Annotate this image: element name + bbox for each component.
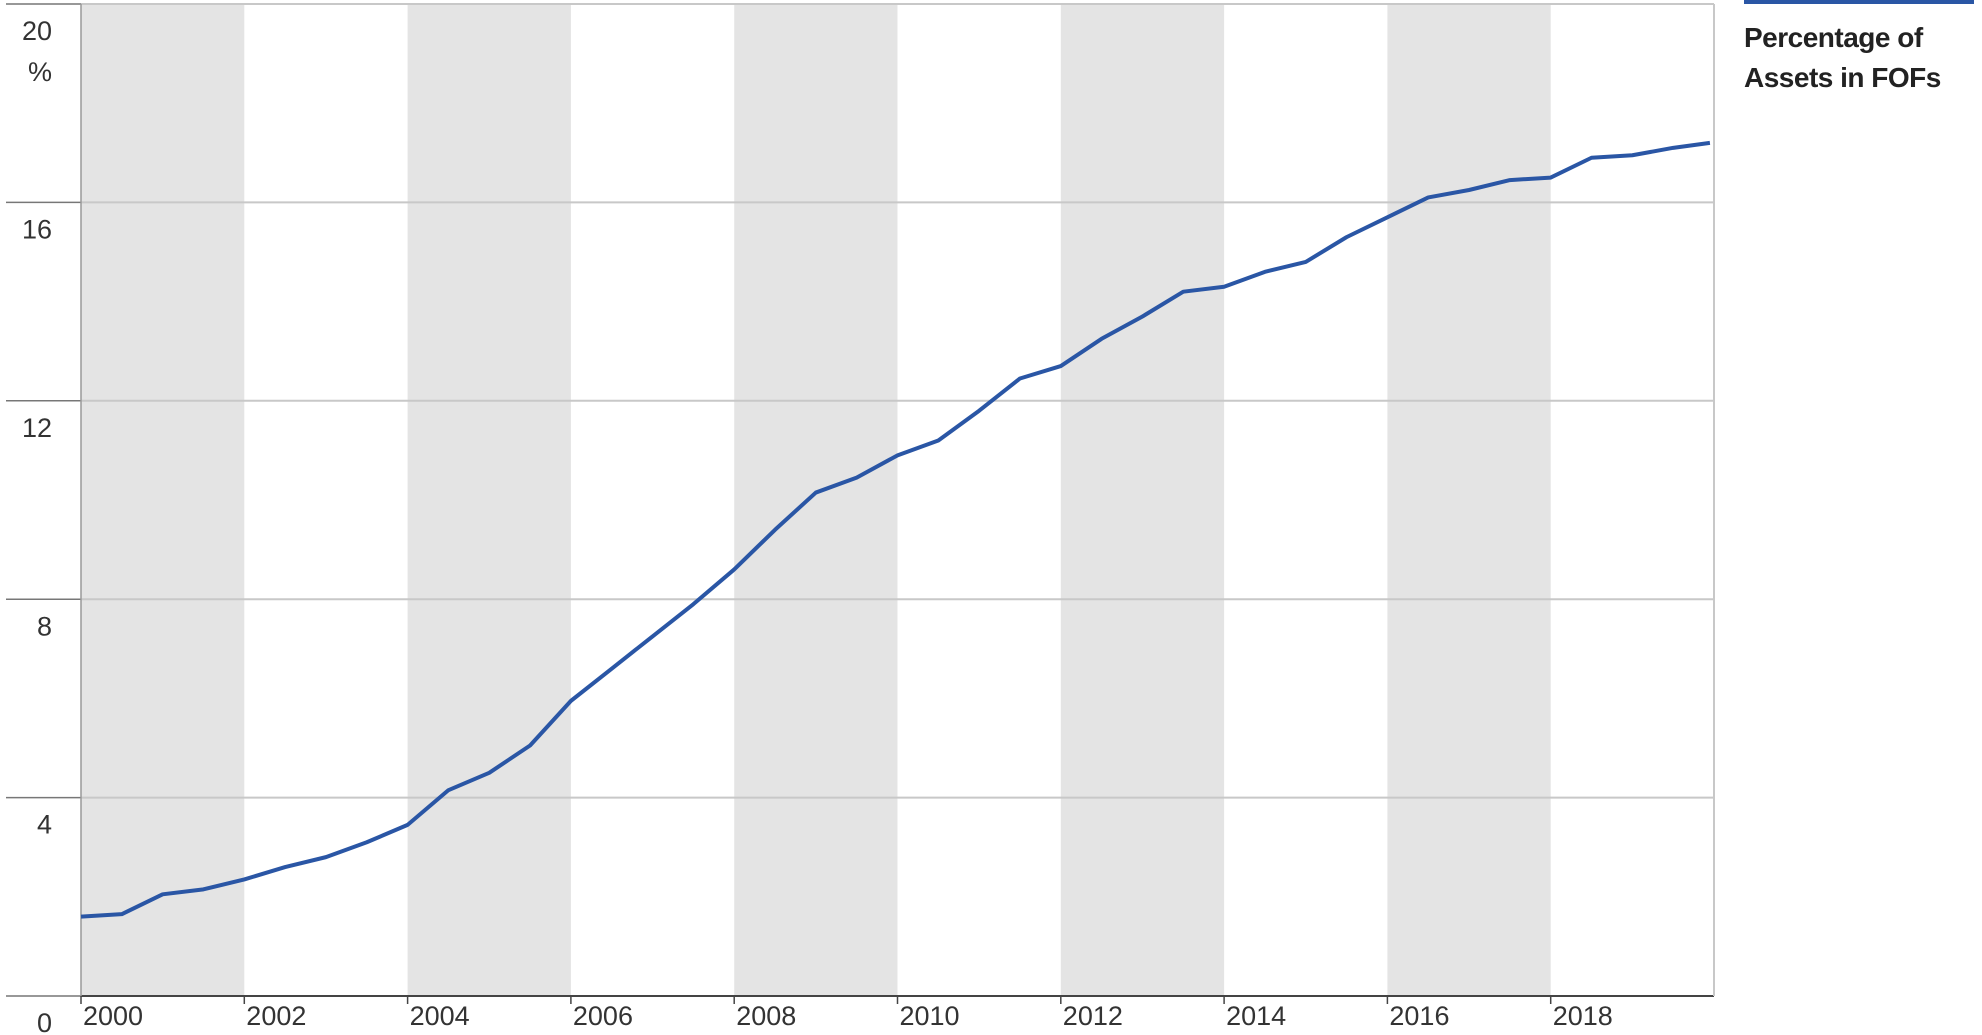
shaded-band [81,4,245,996]
x-tick-label: 2014 [1226,1001,1286,1031]
x-tick-label: 2002 [246,1001,306,1031]
shaded-band [1387,4,1551,996]
x-tick-label: 2018 [1553,1001,1613,1031]
x-tick-label: 2008 [736,1001,796,1031]
x-tick-label: 2000 [83,1001,143,1031]
shaded-band [1060,4,1225,996]
legend: Percentage of Assets in FOFs [1744,0,1974,98]
shaded-band [734,4,898,996]
x-tick-label: 2010 [900,1001,960,1031]
legend-label: Percentage of Assets in FOFs [1744,22,1941,93]
y-tick-label: 8 [37,611,52,641]
y-tick-label: 0 [37,1008,52,1035]
x-tick-label: 2004 [410,1001,470,1031]
legend-swatch [1744,0,1974,4]
y-tick-label: 12 [22,413,52,443]
shaded-band [407,4,571,996]
x-tick-label: 2012 [1063,1001,1123,1031]
y-tick-label: 20 [22,16,52,46]
y-tick-label: 4 [37,810,52,840]
x-tick-label: 2006 [573,1001,633,1031]
y-unit: % [28,57,52,87]
y-tick-label: 16 [22,215,52,245]
series-line [80,140,1711,919]
x-tick-label: 2016 [1389,1001,1449,1031]
